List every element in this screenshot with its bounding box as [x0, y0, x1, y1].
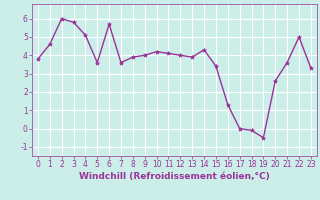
X-axis label: Windchill (Refroidissement éolien,°C): Windchill (Refroidissement éolien,°C) — [79, 172, 270, 181]
